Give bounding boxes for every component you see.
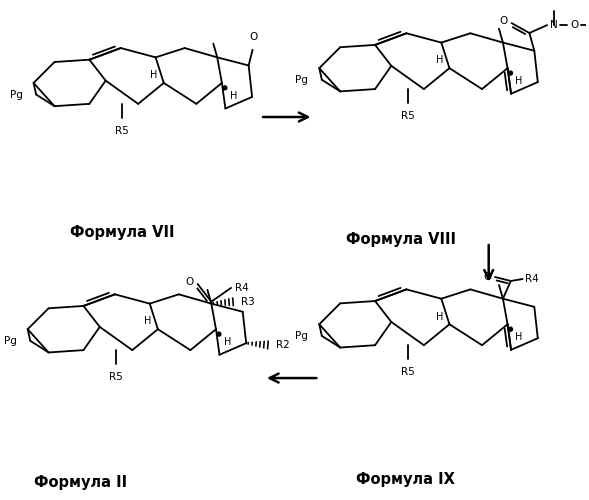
Text: H: H: [230, 91, 237, 101]
Text: O: O: [499, 16, 508, 26]
Text: O: O: [186, 277, 194, 287]
Text: Формула II: Формула II: [34, 474, 127, 490]
Circle shape: [508, 327, 512, 331]
Text: R5: R5: [401, 110, 415, 120]
Text: R5: R5: [401, 367, 415, 377]
Text: H: H: [150, 70, 157, 80]
Text: Pg: Pg: [4, 336, 16, 346]
Text: Pg: Pg: [295, 331, 308, 341]
Circle shape: [223, 86, 227, 90]
Text: R5: R5: [115, 126, 129, 136]
Text: R4: R4: [525, 274, 538, 284]
Text: H: H: [144, 316, 151, 326]
Circle shape: [508, 71, 512, 75]
Text: R3: R3: [241, 296, 254, 306]
Text: H: H: [436, 56, 443, 66]
Text: Pg: Pg: [9, 90, 22, 100]
Text: R5: R5: [109, 372, 123, 382]
Text: Формула VII: Формула VII: [70, 226, 174, 240]
Text: H: H: [436, 312, 443, 322]
Text: N: N: [550, 20, 558, 30]
Text: H: H: [515, 76, 523, 86]
Circle shape: [217, 332, 221, 336]
Text: O: O: [483, 272, 491, 282]
Text: H: H: [515, 332, 523, 342]
Text: R4: R4: [235, 283, 249, 293]
Text: Pg: Pg: [295, 75, 308, 85]
Text: R2: R2: [276, 340, 290, 350]
Text: Формула IX: Формула IX: [356, 472, 455, 486]
Text: H: H: [224, 337, 231, 347]
Text: O: O: [571, 20, 579, 30]
Text: Формула VIII: Формула VIII: [346, 232, 456, 248]
Text: O: O: [249, 32, 257, 42]
